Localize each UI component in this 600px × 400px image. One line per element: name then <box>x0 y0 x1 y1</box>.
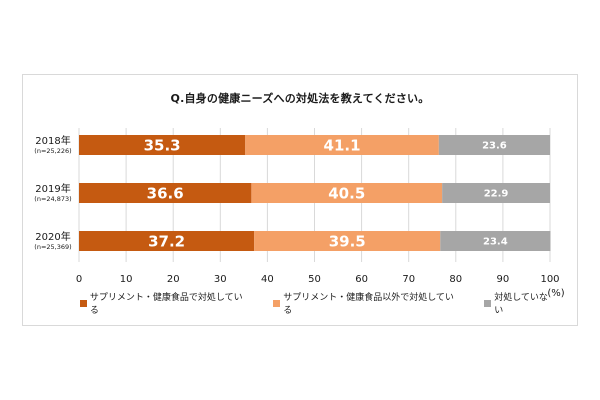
data-label-0-2: 23.6 <box>482 141 507 152</box>
x-tick-50: 50 <box>308 274 321 285</box>
bar-segment-0-1 <box>245 135 439 155</box>
bar-segment-0-2 <box>438 135 550 155</box>
x-tick-80: 80 <box>449 274 462 285</box>
data-label-0-0: 35.3 <box>144 137 181 155</box>
x-tick-20: 20 <box>167 274 180 285</box>
legend: サプリメント・健康食品で対処している サプリメント・健康食品以外で対処している 対処… <box>80 293 580 316</box>
x-tick-40: 40 <box>261 274 274 285</box>
category-label-0: 2018年 <box>35 134 70 147</box>
legend-label-0: サプリメント・健康食品で対処している <box>89 293 243 316</box>
legend-item-2: 対処していない <box>484 290 556 316</box>
legend-swatch-1 <box>273 299 281 307</box>
data-label-2-0: 37.2 <box>148 233 185 251</box>
data-label-1-0: 36.6 <box>147 185 184 203</box>
category-sublabel-0: (n=25,226) <box>34 147 71 155</box>
x-axis-ticks: 0 10 20 30 40 50 60 70 80 90 100 (%) <box>76 274 565 299</box>
category-label-2: 2020年 <box>35 230 70 243</box>
data-label-1-2: 22.9 <box>484 189 509 200</box>
x-tick-30: 30 <box>214 274 227 285</box>
x-unit-label: (%) <box>547 288 564 299</box>
x-tick-70: 70 <box>402 274 415 285</box>
category-label-1: 2019年 <box>35 182 70 195</box>
data-label-2-2: 23.4 <box>483 237 508 248</box>
bar-segment-2-2 <box>440 231 551 251</box>
bar-segment-1-2 <box>442 183 550 203</box>
x-tick-100: 100 <box>540 274 559 285</box>
bar-segment-2-0 <box>79 231 255 251</box>
category-sublabel-1: (n=24,873) <box>34 195 71 203</box>
legend-swatch-2 <box>484 299 492 307</box>
bar-segment-0-0 <box>79 135 246 155</box>
legend-item-0: サプリメント・健康食品で対処している <box>80 290 249 316</box>
x-tick-60: 60 <box>355 274 368 285</box>
x-tick-90: 90 <box>497 274 510 285</box>
legend-label-1: サプリメント・健康食品以外で対処している <box>283 293 454 316</box>
category-sublabel-2: (n=25,369) <box>34 243 71 251</box>
bar-segment-1-0 <box>79 183 252 203</box>
data-label-1-1: 40.5 <box>328 185 365 203</box>
x-tick-10: 10 <box>120 274 133 285</box>
x-tick-0: 0 <box>76 274 82 285</box>
legend-swatch-0 <box>80 299 87 307</box>
bar-segment-1-1 <box>251 183 443 203</box>
bar-segment-2-1 <box>254 231 441 251</box>
legend-item-1: サプリメント・健康食品以外で対処している <box>273 290 460 316</box>
category-labels: 2018年(n=25,226) 2019年(n=24,873) 2020年(n=25… <box>34 134 71 251</box>
legend-label-2: 対処していない <box>494 293 548 316</box>
bars: 35.3 41.1 23.6 36.6 40.5 22.9 37.2 39.5 23.4 <box>79 135 551 251</box>
data-label-0-1: 41.1 <box>324 137 361 155</box>
data-label-2-1: 39.5 <box>329 233 366 251</box>
chart-title: Q.自身の健康ニーズへの対処法を教えてください。 <box>170 92 430 105</box>
